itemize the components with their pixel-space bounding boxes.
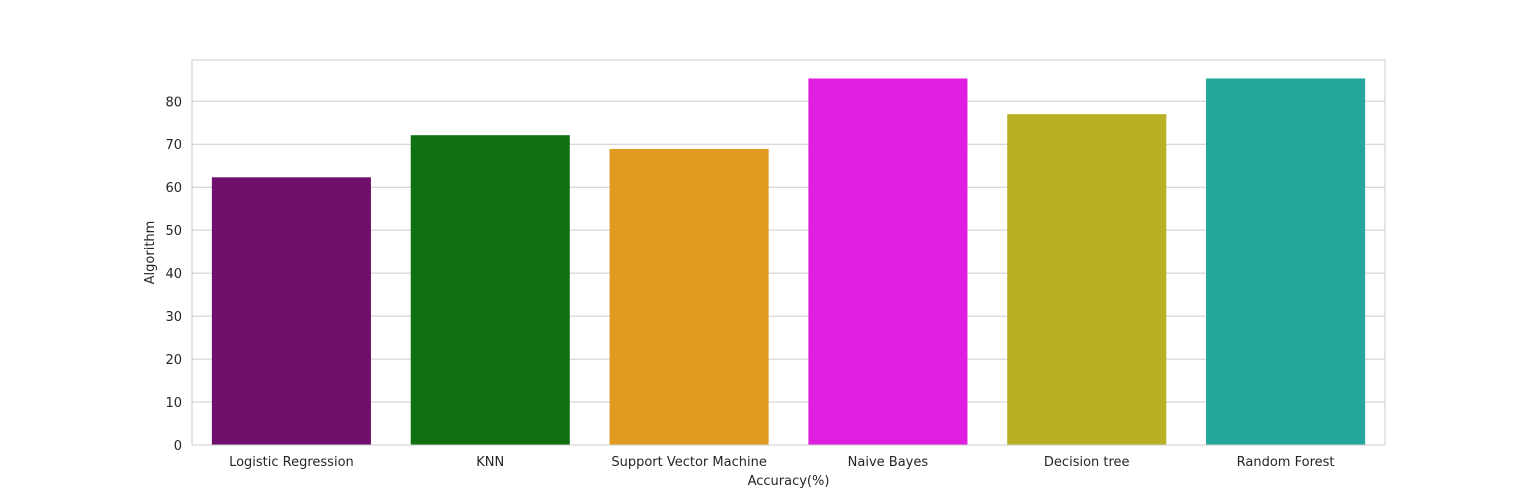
bar-support-vector-machine xyxy=(609,148,769,445)
y-tick-label: 50 xyxy=(165,224,182,239)
x-axis-label: Accuracy(%) xyxy=(748,474,830,489)
x-tick-label: Naive Bayes xyxy=(848,455,929,470)
y-tick-labels: 0 10 20 30 40 50 60 70 80 xyxy=(165,95,182,454)
bar-decision-tree xyxy=(1007,114,1167,445)
bar-random-forest xyxy=(1206,78,1366,445)
x-tick-label: KNN xyxy=(476,455,504,470)
y-tick-label: 60 xyxy=(165,181,182,196)
y-axis-label: Algorithm xyxy=(143,221,158,285)
y-tick-label: 30 xyxy=(165,310,182,325)
x-tick-label: Logistic Regression xyxy=(229,455,354,470)
plot-frame xyxy=(191,59,1386,446)
y-tick-label: 80 xyxy=(165,95,182,110)
y-tick-label: 10 xyxy=(165,396,182,411)
bars xyxy=(211,78,1366,445)
y-tick-label: 40 xyxy=(165,267,182,282)
x-tick-label: Random Forest xyxy=(1237,455,1335,470)
bar-logistic-regression xyxy=(211,177,371,445)
y-tick-label: 0 xyxy=(174,439,182,454)
x-tick-labels: Logistic Regression KNN Support Vector Mac… xyxy=(229,455,1334,470)
bar-knn xyxy=(410,135,570,445)
y-tick-label: 20 xyxy=(165,353,182,368)
gridlines xyxy=(192,100,1385,446)
x-tick-label: Decision tree xyxy=(1044,455,1130,470)
x-tick-label: Support Vector Machine xyxy=(611,455,767,470)
y-tick-label: 70 xyxy=(165,138,182,153)
bar-naive-bayes xyxy=(808,78,968,445)
